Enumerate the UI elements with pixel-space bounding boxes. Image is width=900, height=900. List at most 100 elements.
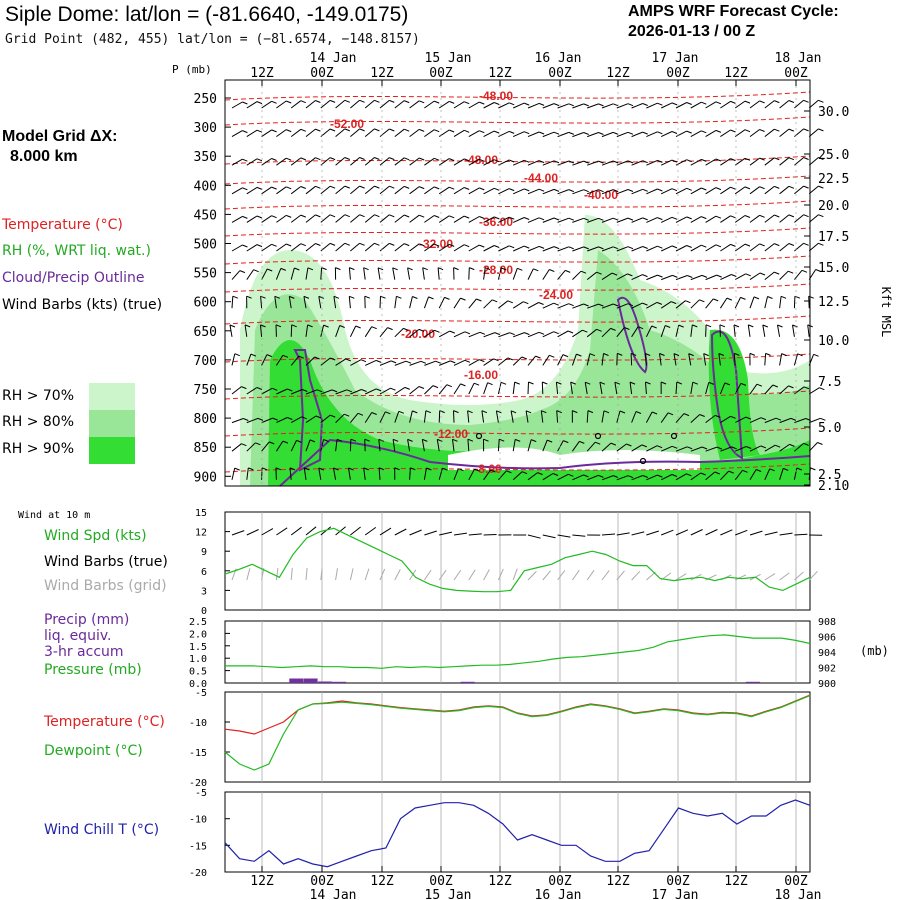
wind-barb-flag xyxy=(745,273,751,277)
wind-barb xyxy=(290,243,302,252)
wind-barb-flag xyxy=(524,217,530,220)
wind-barb-flag xyxy=(746,446,752,449)
wind-barb xyxy=(557,246,569,252)
wind-barb-flag xyxy=(656,445,663,449)
wind-barb-true xyxy=(616,532,630,536)
wind-barb-flag xyxy=(390,387,396,391)
wind-barb xyxy=(690,324,693,337)
wind-barb-flag xyxy=(733,324,740,328)
wind-barb-flag xyxy=(404,128,410,132)
wind-barb-grid xyxy=(394,569,401,581)
wind-barb xyxy=(276,157,287,166)
wind-barb-flag xyxy=(556,410,562,414)
wind-barb xyxy=(483,358,494,366)
calm-wind-marker xyxy=(639,457,647,465)
wind-barb xyxy=(542,188,555,195)
wind-barb xyxy=(557,103,569,109)
wind-barb xyxy=(305,214,316,223)
wind-barb-flag xyxy=(671,301,677,305)
wind-barb-flag xyxy=(774,185,780,189)
wind-barb xyxy=(467,410,470,423)
wind-barb xyxy=(557,189,569,195)
wind-barb-flag xyxy=(818,242,824,246)
wind-barb-flag xyxy=(580,270,587,274)
wind-barb-flag xyxy=(404,185,410,189)
wind-barb xyxy=(407,267,411,280)
wind-barb-flag xyxy=(309,439,316,443)
wind-barb-flag xyxy=(374,242,380,246)
model-grid-label: Model Grid ΔX: xyxy=(2,128,118,145)
wind-barb xyxy=(498,216,510,223)
wind-barb xyxy=(394,360,407,366)
wind-barb-flag xyxy=(464,215,470,219)
wind-barb-flag xyxy=(315,185,321,189)
wind-barb-flag xyxy=(385,411,391,415)
wind-barb-flag xyxy=(637,326,644,330)
wind-barb xyxy=(690,216,702,223)
wind-barb xyxy=(364,214,375,223)
wind-barb-flag xyxy=(300,128,306,132)
bottom-hour-label: 12Z xyxy=(250,874,274,889)
wind-barb xyxy=(438,100,450,109)
pressure-tick-label: 650 xyxy=(194,325,217,340)
wind-barb-true xyxy=(661,529,674,536)
temperature-contour-label: -12.00 xyxy=(434,427,468,441)
wind-barb-flag xyxy=(300,243,306,247)
wind-barb xyxy=(498,102,510,109)
wind-barb-flag xyxy=(759,272,766,276)
wind-barb xyxy=(320,267,323,280)
wind-barb xyxy=(719,382,726,395)
wind-barb-flag xyxy=(583,132,589,135)
wind-barb-flag xyxy=(250,353,257,357)
wind-barb xyxy=(320,389,333,395)
wind-barb xyxy=(572,132,584,138)
temperature-contour-label: -8.00 xyxy=(474,462,502,476)
temperature-panel: -5 -10 -15 -20 xyxy=(189,688,811,789)
wind-barb-flag xyxy=(718,353,725,356)
wind-barb-flag xyxy=(360,359,367,363)
wind-barb-flag xyxy=(676,381,682,385)
wind-barb-flag xyxy=(749,352,756,356)
wind-barb-flag xyxy=(549,269,555,272)
wind-barb-flag xyxy=(672,445,678,449)
wind-barb-flag xyxy=(583,303,589,307)
wind-barb-flag xyxy=(479,244,485,248)
wind-barb-flag xyxy=(287,388,293,392)
wind-barb xyxy=(808,128,819,137)
temperature-contour-label: -16.00 xyxy=(464,368,498,382)
wind-barb xyxy=(335,128,346,137)
wind-barb xyxy=(303,296,307,309)
wind-barb xyxy=(779,385,789,395)
wind-barb xyxy=(512,382,516,395)
wind-barb-flag xyxy=(449,129,455,133)
wind-speed-tick-label: 15 xyxy=(195,508,207,519)
wind-barb-flag xyxy=(803,442,809,446)
wind-barb xyxy=(379,360,392,366)
wind-barb-flag xyxy=(315,214,321,218)
bottom-hour-label: 00Z xyxy=(666,874,690,889)
wind-barb xyxy=(542,103,555,109)
wind-barb-flag xyxy=(617,352,623,356)
wind-barb xyxy=(646,102,658,109)
wind-barb xyxy=(586,328,597,338)
wind-barb-flag xyxy=(553,302,559,306)
wind-barb xyxy=(690,446,703,452)
wind-barb-flag xyxy=(731,446,737,450)
wind-barb xyxy=(498,300,509,309)
wind-barb xyxy=(392,267,396,280)
wind-barb xyxy=(690,101,702,109)
wind-barb xyxy=(557,131,569,138)
wind-barb xyxy=(616,303,629,309)
wind-barb-grid xyxy=(527,571,537,581)
wind-barb-flag xyxy=(726,297,733,301)
wind-barb xyxy=(808,387,820,395)
temperature-tick-label: -10 xyxy=(189,718,207,729)
wind-barb xyxy=(378,467,381,480)
wind-barb xyxy=(409,100,420,109)
wind-barb xyxy=(350,99,360,109)
wind-barb-flag xyxy=(760,417,767,421)
wind-barb xyxy=(231,270,241,280)
wind-barb xyxy=(601,442,612,452)
wind-barb xyxy=(720,470,730,481)
wind-barb xyxy=(764,468,771,481)
